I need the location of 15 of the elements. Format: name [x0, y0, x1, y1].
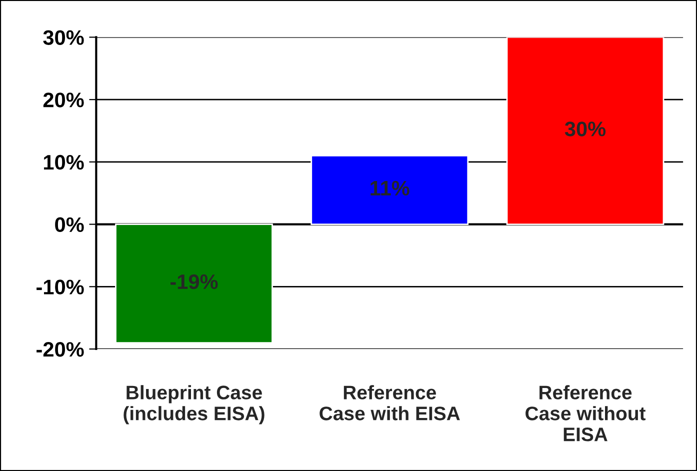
- y-tick-label: 0%: [55, 217, 84, 232]
- data-label: 30%: [564, 122, 606, 136]
- bar: [506, 37, 664, 225]
- bar: [310, 155, 469, 225]
- x-tick-label: Blueprint Case (includes EISA): [124, 385, 264, 424]
- y-tick-label: 30%: [43, 30, 84, 45]
- x-tick-label: Reference Case without EISA: [526, 385, 646, 442]
- y-tick-label: 10%: [44, 154, 84, 170]
- data-label: -19%: [170, 274, 218, 290]
- y-tick-label: 20%: [43, 92, 84, 108]
- x-tick-label: Reference Case with EISA: [320, 385, 460, 420]
- bar: [115, 224, 273, 344]
- data-label: 11%: [370, 180, 410, 196]
- y-tick-label: -20%: [36, 342, 84, 357]
- y-tick-label: -10%: [36, 280, 84, 294]
